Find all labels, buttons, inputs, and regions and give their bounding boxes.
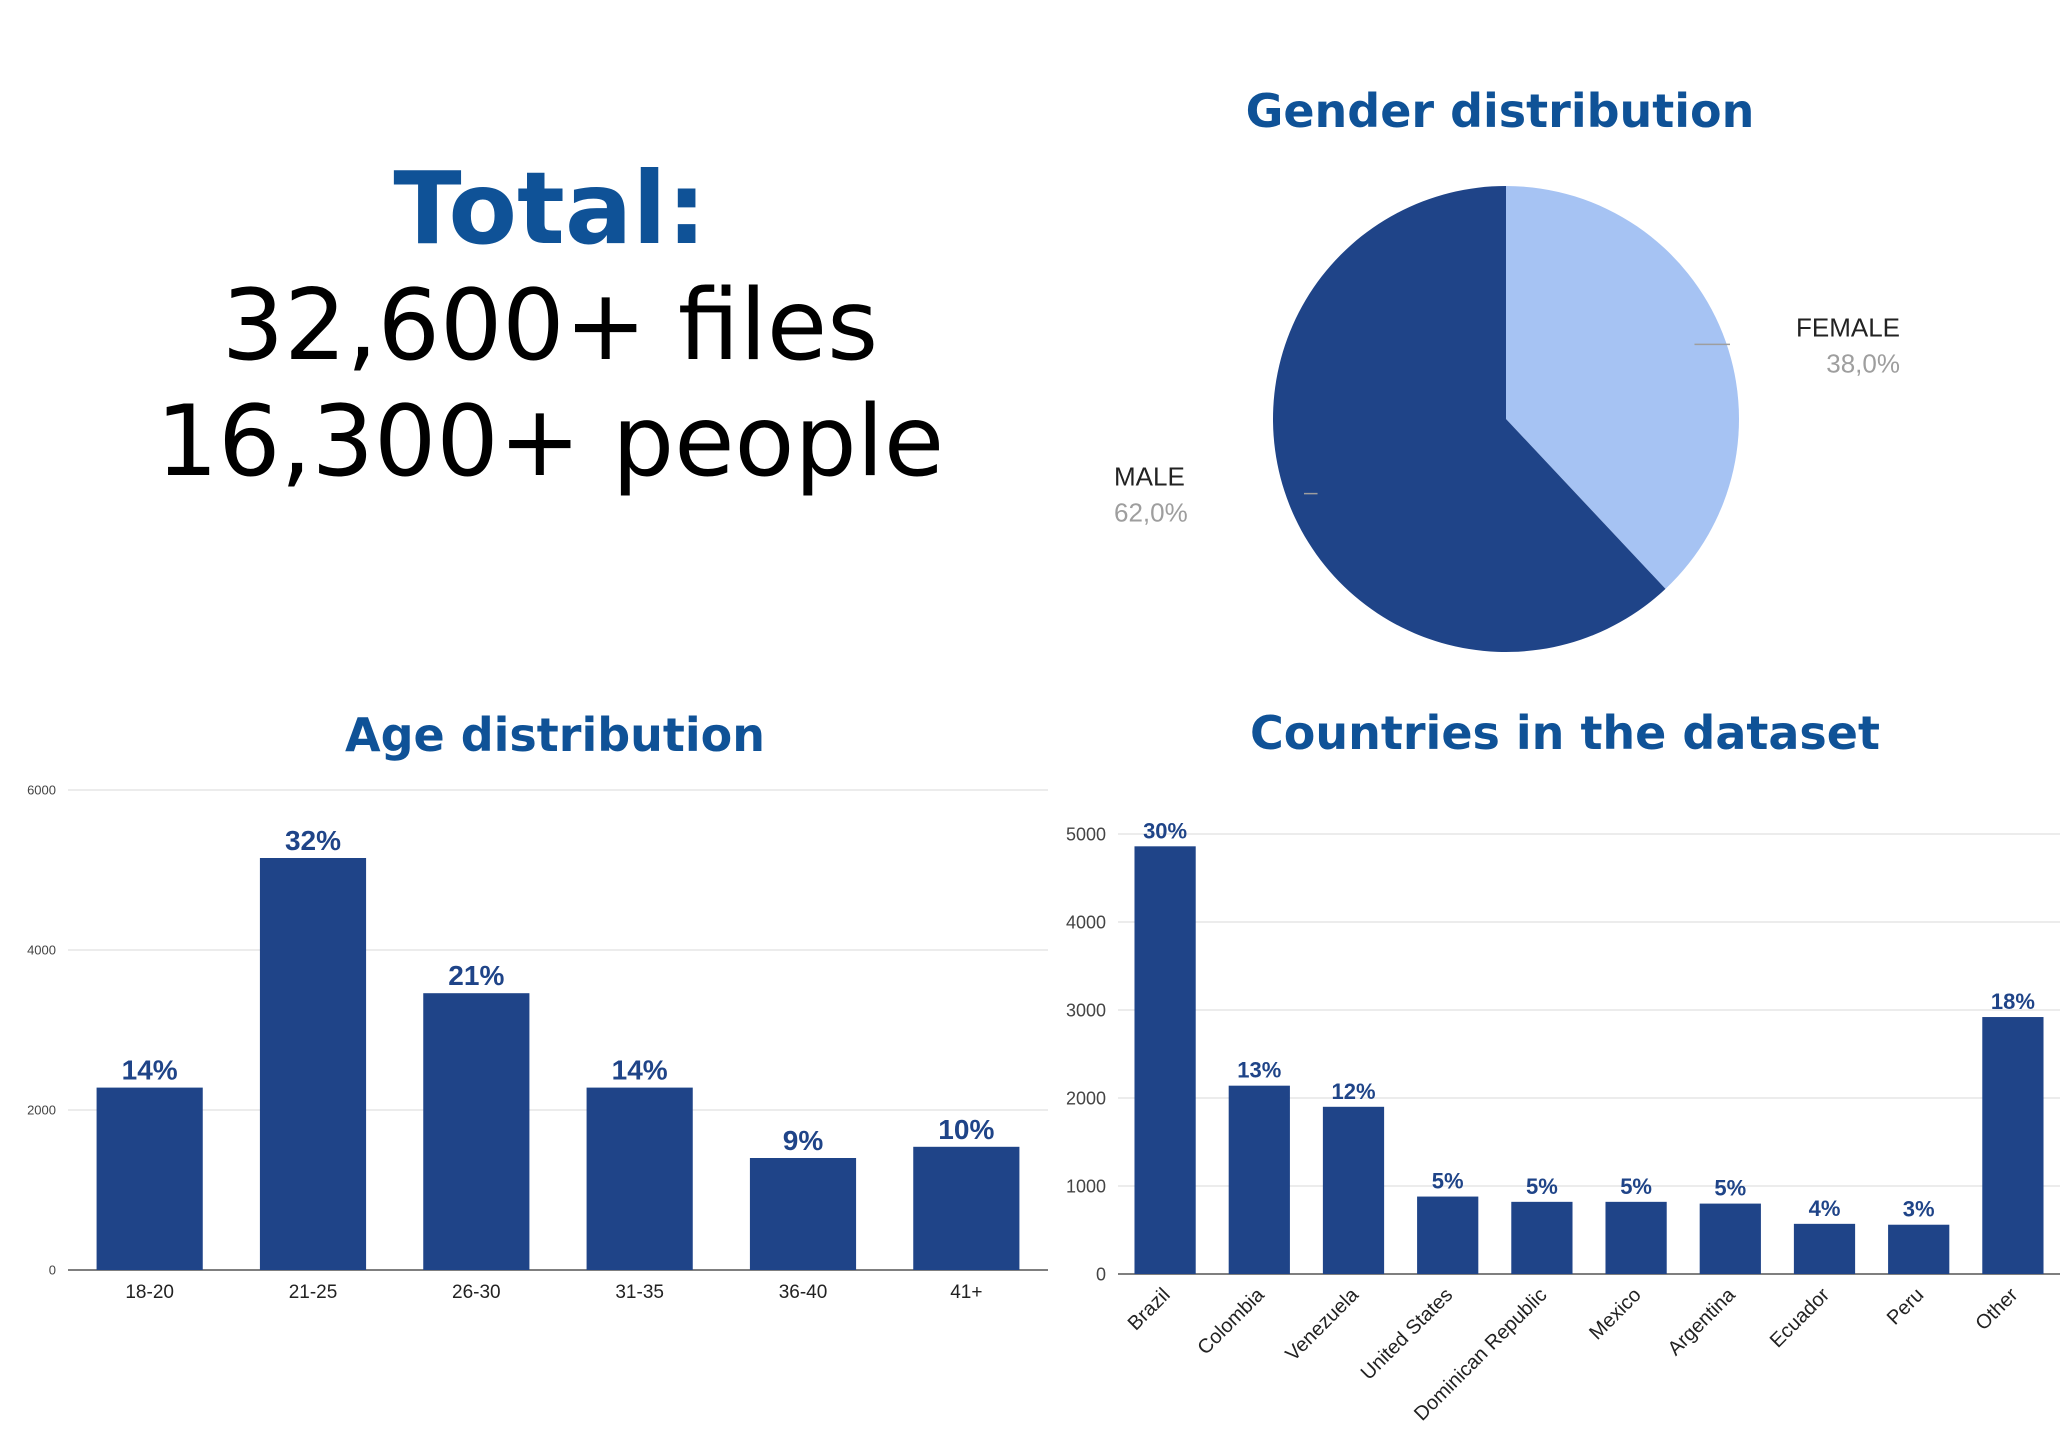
y-tick-label: 0 <box>49 1263 56 1278</box>
bar-data-label: 5% <box>1714 1176 1746 1201</box>
y-tick-label: 0 <box>1096 1264 1106 1284</box>
bar <box>1605 1201 1667 1274</box>
x-category-label: 36-40 <box>779 1282 828 1303</box>
bar-data-label: 3% <box>1903 1197 1935 1222</box>
bar <box>96 1087 203 1270</box>
bar <box>1134 846 1196 1274</box>
x-category-label: Other <box>1972 1284 2023 1335</box>
bar-data-label: 32% <box>285 825 341 856</box>
bar-data-label: 14% <box>122 1055 178 1086</box>
bar <box>259 858 367 1270</box>
x-category-label: Venezuela <box>1281 1283 1363 1365</box>
x-category-label: Brazil <box>1124 1284 1175 1335</box>
bar-data-label: 30% <box>1143 818 1187 843</box>
bar <box>913 1146 1020 1270</box>
bar-data-label: 5% <box>1620 1174 1652 1199</box>
countries-bar-chart: 0 1000 2000 3000 4000 5000 30% Brazil 13% Colombi… <box>1066 818 2060 1425</box>
bar-data-label: 9% <box>783 1125 824 1156</box>
bar <box>1699 1203 1761 1274</box>
gender-chart-title: Gender distribution <box>1245 84 1755 138</box>
x-category-label: Colombia <box>1194 1283 1270 1359</box>
bar <box>749 1158 857 1270</box>
bar-data-label: 18% <box>1991 989 2035 1014</box>
x-category-label: Mexico <box>1585 1284 1645 1344</box>
bar-data-label: 12% <box>1331 1079 1375 1104</box>
countries-chart-title: Countries in the dataset <box>1250 706 1880 760</box>
y-tick-label: 2000 <box>1066 1088 1106 1108</box>
bar <box>586 1087 693 1270</box>
x-category-label: 26-30 <box>452 1282 501 1303</box>
y-tick-label: 6000 <box>27 783 56 798</box>
bar-data-label: 5% <box>1526 1174 1558 1199</box>
bar-data-label: 10% <box>938 1114 994 1145</box>
pie-label-male: MALE <box>1114 462 1185 492</box>
age-chart-title: Age distribution <box>344 708 766 762</box>
x-category-label: 41+ <box>950 1282 982 1303</box>
bar <box>1888 1224 1950 1274</box>
bar <box>423 993 530 1270</box>
bar <box>1417 1196 1479 1274</box>
pie-percent-male: 62,0% <box>1114 498 1188 528</box>
y-tick-label: 5000 <box>1066 824 1106 844</box>
gender-pie-chart: FEMALE 38,0% MALE 62,0% <box>1114 186 1900 652</box>
x-category-label: Argentina <box>1664 1283 1741 1360</box>
x-category-label: 31-35 <box>615 1282 664 1303</box>
y-tick-label: 3000 <box>1066 1000 1106 1020</box>
y-tick-label: 4000 <box>1066 912 1106 932</box>
bar <box>1982 1017 2044 1274</box>
pie-slice-female <box>1506 186 1739 589</box>
bar <box>1322 1106 1385 1274</box>
age-bar-chart: 0 2000 4000 6000 14% 18-20 32% 21-25 21% 26-30 14%… <box>27 783 1048 1303</box>
y-tick-label: 1000 <box>1066 1176 1106 1196</box>
pie-label-female: FEMALE <box>1796 312 1900 342</box>
total-people: 16,300+ people <box>155 385 945 499</box>
bar-data-label: 14% <box>612 1055 668 1086</box>
bar-data-label: 4% <box>1809 1196 1841 1221</box>
x-category-label: United States <box>1357 1284 1457 1384</box>
pie-slice-male <box>1273 186 1666 652</box>
y-tick-label: 2000 <box>27 1103 56 1118</box>
bar-data-label: 21% <box>448 960 504 991</box>
x-category-label: Ecuador <box>1766 1284 1834 1352</box>
bar <box>1793 1223 1856 1274</box>
bar-data-label: 13% <box>1237 1058 1281 1083</box>
bar-data-label: 5% <box>1432 1169 1464 1194</box>
y-tick-label: 4000 <box>27 943 56 958</box>
x-category-label: 18-20 <box>125 1282 174 1303</box>
summary-block: Total: 32,600+ files 16,300+ people <box>0 150 1100 500</box>
pie-percent-female: 38,0% <box>1826 348 1900 378</box>
x-category-label: 21-25 <box>289 1282 338 1303</box>
total-files: 32,600+ files <box>221 269 879 383</box>
bar <box>1511 1201 1573 1274</box>
x-category-label: Peru <box>1883 1284 1928 1329</box>
total-title: Total: <box>393 150 707 267</box>
bar <box>1228 1085 1290 1274</box>
